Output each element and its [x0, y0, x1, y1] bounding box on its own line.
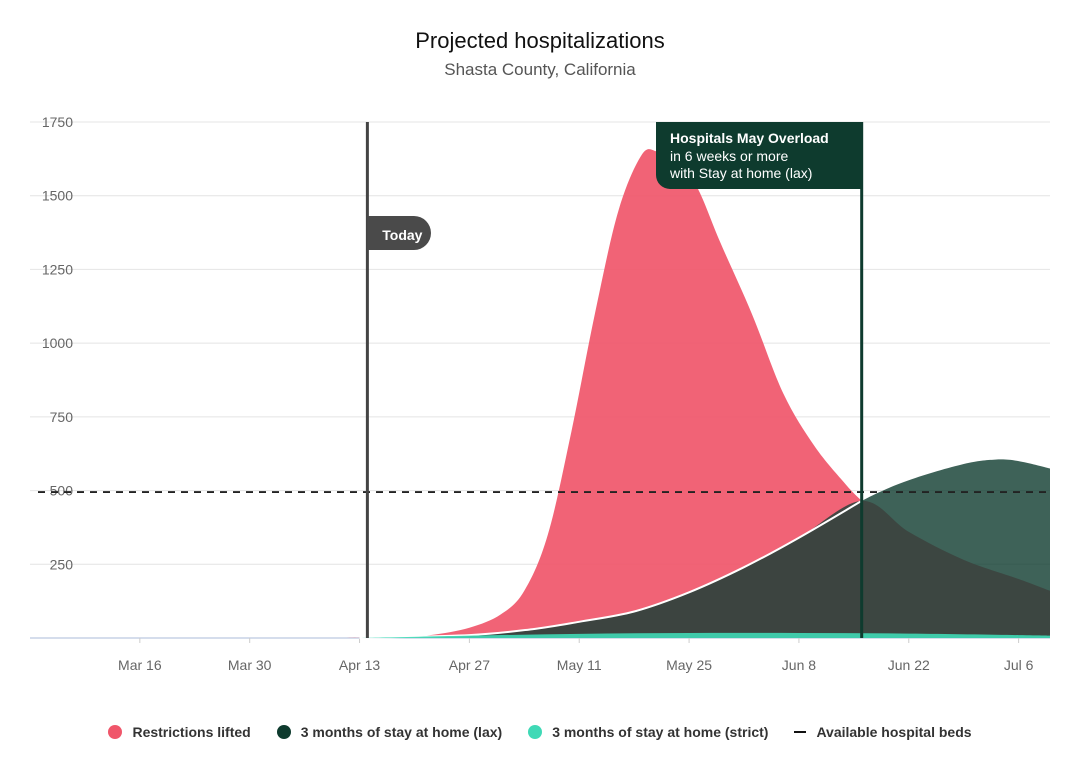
legend-label-beds: Available hospital beds: [816, 724, 972, 740]
legend-item-restrictions-lifted[interactable]: Restrictions lifted: [108, 724, 251, 740]
y-tick-label: 1000: [42, 335, 73, 351]
overload-detail: in 6 weeks or more: [670, 148, 788, 164]
series-area-restrictions-lifted: [336, 149, 862, 639]
x-tick-label: Apr 27: [449, 657, 490, 673]
y-tick-label: 750: [50, 409, 74, 425]
legend-item-stay-home-strict[interactable]: 3 months of stay at home (strict): [528, 724, 768, 740]
x-tick-label: Jul 6: [1004, 657, 1034, 673]
legend-swatch-beds: [794, 731, 807, 733]
legend-label-strict: 3 months of stay at home (strict): [552, 724, 769, 740]
legend-item-stay-home-lax[interactable]: 3 months of stay at home (lax): [276, 724, 503, 740]
chart-title: Projected hospitalizations: [415, 28, 665, 53]
legend-label-restrictions: Restrictions lifted: [132, 724, 251, 740]
series-line-stay-home-lax: [359, 500, 863, 639]
overload-callout: [656, 122, 863, 189]
y-tick-label: 1500: [42, 188, 73, 204]
today-label: Today: [382, 227, 422, 243]
y-tick-label: 1750: [42, 114, 73, 130]
chart-subtitle: Shasta County, California: [444, 60, 636, 79]
legend-item-hospital-beds[interactable]: Available hospital beds: [794, 724, 972, 740]
legend-swatch-restrictions: [108, 725, 123, 739]
x-tick-label: Mar 16: [118, 657, 162, 673]
x-tick-label: Jun 8: [782, 657, 816, 673]
y-tick-label: 250: [50, 556, 74, 572]
series-overlap-area: [359, 500, 1050, 638]
legend-swatch-strict: [528, 725, 543, 739]
chart-legend: Restrictions lifted 3 months of stay at …: [0, 724, 1080, 740]
hospitalization-chart: 250 500 750 1000 1250 1500 1750 Mar 16 Mar 30 Apr…: [30, 114, 1050, 673]
x-tick-label: May 11: [557, 657, 602, 673]
x-tick-label: May 25: [666, 657, 712, 673]
y-tick-label: 500: [50, 483, 74, 499]
overload-heading: Hospitals May Overload: [670, 130, 829, 146]
x-tick-label: Apr 13: [339, 657, 380, 673]
legend-swatch-lax: [276, 725, 291, 739]
x-tick-label: Jun 22: [888, 657, 930, 673]
x-tick-label: Mar 30: [228, 657, 272, 673]
today-badge: [367, 216, 431, 250]
series-area-stay-home-strict: [359, 632, 1050, 638]
overload-detail: with Stay at home (lax): [669, 165, 812, 181]
legend-label-lax: 3 months of stay at home (lax): [300, 724, 503, 740]
y-tick-label: 1250: [42, 261, 73, 277]
